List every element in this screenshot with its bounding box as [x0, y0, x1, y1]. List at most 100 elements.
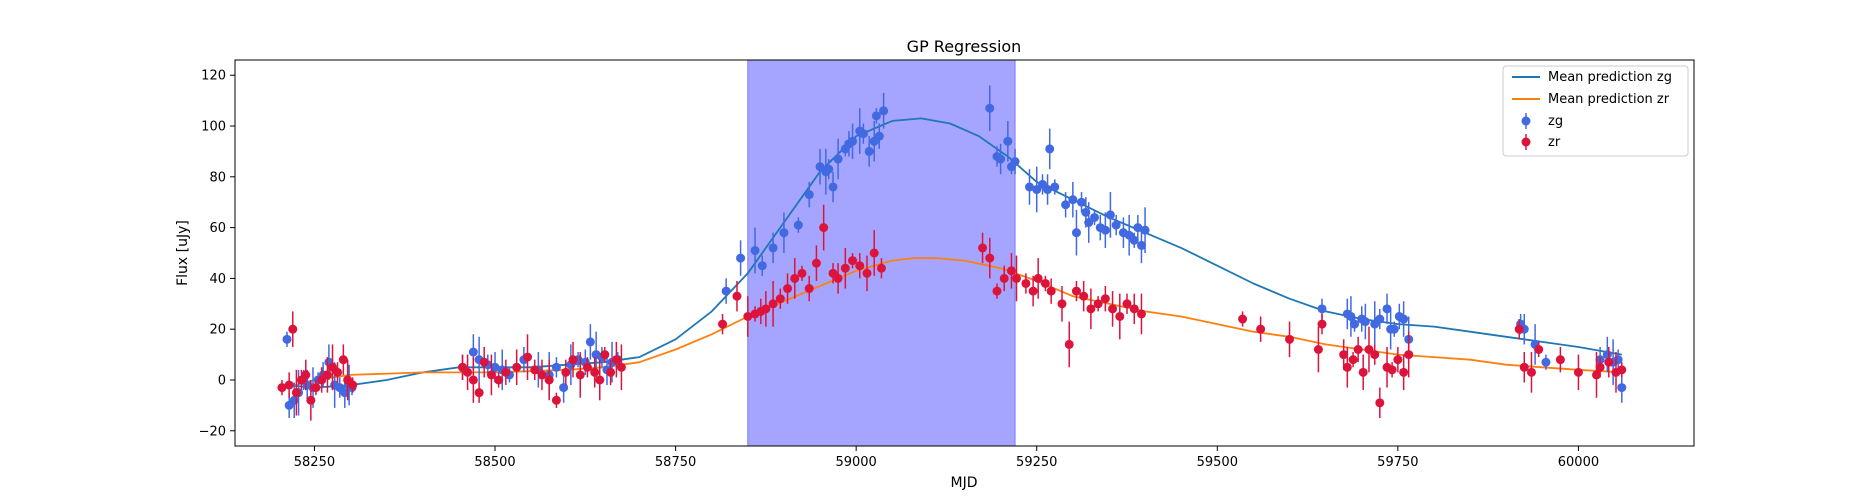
data-point-zg [585, 324, 595, 360]
point-marker [718, 319, 728, 329]
point-marker [575, 370, 585, 380]
data-point-zr [1093, 296, 1103, 312]
y-tick-label: 100 [201, 120, 226, 135]
point-marker [978, 243, 988, 253]
data-point-zg [1032, 166, 1042, 213]
point-marker [1032, 185, 1042, 195]
point-marker [289, 395, 299, 405]
point-marker [779, 228, 789, 238]
data-point-zr [855, 253, 865, 279]
legend-marker-zg [1521, 116, 1531, 126]
data-point-zr [833, 263, 843, 294]
highlight-span [747, 59, 1016, 447]
point-marker [1079, 291, 1089, 301]
data-point-zg [858, 123, 868, 144]
data-point-zr [1046, 278, 1056, 304]
data-point-zr [1595, 357, 1605, 378]
point-marker [1317, 319, 1327, 329]
data-point-zr [768, 280, 778, 327]
data-point-zr [1358, 354, 1368, 391]
point-marker [757, 261, 767, 271]
point-marker [1122, 299, 1132, 309]
point-marker [1133, 223, 1143, 233]
y-axis-label: Flux [uJy] [175, 220, 191, 286]
data-point-zr [1033, 258, 1043, 299]
data-point-zg [559, 372, 569, 403]
data-point-zg [874, 123, 884, 149]
data-point-zg [1375, 308, 1385, 330]
data-point-zg [1100, 212, 1110, 248]
y-tick-label: −20 [199, 424, 226, 439]
data-point-zr [1122, 293, 1132, 314]
x-tick-label: 59000 [835, 455, 876, 470]
point-marker [1382, 304, 1392, 314]
point-marker [1399, 367, 1409, 377]
data-point-zg [1360, 303, 1370, 340]
data-point-zg [1350, 316, 1360, 332]
point-marker [1136, 309, 1146, 319]
data-point-zr [1534, 341, 1544, 358]
point-marker [1346, 311, 1356, 321]
data-point-zr [1370, 344, 1380, 365]
data-point-zr [840, 247, 850, 289]
point-marker [490, 362, 500, 372]
data-point-zr [333, 362, 343, 383]
data-point-zr [1028, 275, 1038, 307]
point-marker [530, 365, 540, 375]
point-marker [864, 146, 874, 156]
data-point-zr [761, 291, 771, 327]
data-point-zr [1086, 288, 1096, 330]
point-marker [996, 154, 1006, 164]
data-point-zr [1342, 346, 1352, 388]
data-point-zr [1591, 352, 1601, 398]
point-marker [999, 273, 1009, 283]
data-point-zg [721, 278, 731, 304]
point-marker [992, 286, 1002, 296]
data-point-zg [757, 255, 767, 276]
data-point-zr [1071, 280, 1081, 302]
point-marker [869, 248, 879, 258]
highlight-span-layer [747, 59, 1016, 447]
point-marker [721, 286, 731, 296]
y-tick-label: 20 [209, 323, 226, 338]
point-marker [551, 395, 561, 405]
data-point-zr [1079, 280, 1089, 312]
point-marker [1040, 278, 1050, 288]
prediction-line-zg [285, 117, 1622, 389]
point-marker [1129, 304, 1139, 314]
data-point-zr [992, 283, 1002, 299]
point-marker [879, 106, 889, 116]
point-marker [750, 245, 760, 255]
point-marker [732, 291, 742, 301]
point-marker [1086, 304, 1096, 314]
point-marker [1077, 197, 1087, 207]
point-marker [761, 304, 771, 314]
data-point-zr [277, 379, 287, 396]
point-marker [1012, 273, 1022, 283]
data-point-zg [1025, 169, 1035, 205]
point-marker [1339, 350, 1349, 360]
point-marker [1108, 304, 1118, 314]
legend-label-zr: zr [1548, 135, 1561, 150]
data-point-zr [1404, 331, 1414, 378]
point-marker [551, 362, 561, 372]
point-marker [333, 367, 343, 377]
data-point-zr [575, 352, 585, 398]
data-point-zg [1084, 202, 1094, 243]
point-marker [611, 355, 621, 365]
legend-marker-zr [1521, 137, 1531, 147]
data-point-zg [1061, 192, 1071, 218]
data-point-zr [811, 245, 821, 281]
data-point-zr [486, 354, 496, 396]
point-marker [1387, 365, 1397, 375]
legend-label-zg-line: Mean prediction zg [1548, 70, 1672, 85]
point-marker [858, 129, 868, 139]
data-point-zr [348, 377, 358, 393]
legend-box [1502, 65, 1689, 157]
data-point-zr [775, 288, 785, 309]
point-marker [1404, 350, 1414, 360]
point-marker [1526, 367, 1536, 377]
point-marker [743, 311, 753, 321]
point-marker [494, 375, 504, 385]
data-point-zr [1064, 321, 1074, 368]
